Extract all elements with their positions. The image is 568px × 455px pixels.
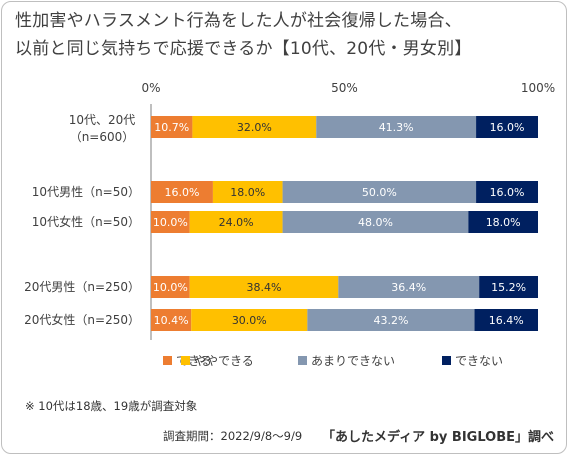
legend-swatch [298, 356, 307, 365]
bar-segment [151, 181, 213, 203]
bar-segment [479, 276, 538, 298]
bar-segment [212, 181, 283, 203]
category-label: 10代、20代 [69, 113, 136, 127]
data-label: 15.2% [491, 281, 526, 294]
bar-segment [151, 309, 192, 331]
x-tick-label: 50% [331, 81, 358, 95]
legend-swatch [181, 356, 190, 365]
legend-label: あまりできない [311, 354, 395, 368]
data-label: 16.0% [490, 186, 525, 199]
category-label: 10代男性（n=50） [32, 185, 140, 199]
bar-segment [307, 309, 475, 331]
bar-segment [476, 181, 538, 203]
chart-title-line-1: 性加害やハラスメント行為をした人が社会復帰した場合、 [15, 11, 462, 31]
data-label: 16.0% [490, 121, 525, 134]
data-label: 16.4% [489, 314, 524, 327]
data-label: 10.4% [154, 314, 189, 327]
data-label: 38.4% [247, 281, 282, 294]
bar-segment [468, 211, 538, 233]
data-label: 41.3% [379, 121, 414, 134]
bar-segment [282, 181, 477, 203]
x-tick-label: 0% [141, 81, 160, 95]
data-label: 24.0% [219, 216, 254, 229]
bar-segment [189, 276, 339, 298]
survey-period: 調査期間：2022/9/8〜9/9 [163, 429, 303, 443]
footnote: ※ 10代は18歳、19歳が調査対象 [25, 399, 198, 413]
bar-segment [316, 116, 477, 138]
bar-segment [151, 276, 190, 298]
data-label: 43.2% [373, 314, 408, 327]
data-label: 50.0% [362, 186, 397, 199]
bar-segment [189, 211, 283, 233]
bar-segment [282, 211, 469, 233]
data-label: 36.4% [391, 281, 426, 294]
bar-segment [338, 276, 480, 298]
data-label: 18.0% [230, 186, 265, 199]
data-label: 18.0% [486, 216, 521, 229]
legend-label: ややできる [194, 354, 254, 368]
data-label: 32.0% [237, 121, 272, 134]
category-label: 10代女性（n=50） [32, 214, 140, 229]
bar-segment [474, 309, 538, 331]
category-label: 20代男性（n=250） [24, 280, 140, 294]
bar-segment [151, 211, 190, 233]
data-label: 30.0% [232, 314, 267, 327]
category-label-sub: （n=600） [70, 130, 135, 144]
legend-label: できない [455, 354, 503, 368]
x-tick-label: 100% [521, 81, 555, 95]
data-label: 10.0% [153, 216, 188, 229]
category-label: 20代女性（n=250） [24, 312, 140, 327]
data-label: 48.0% [358, 216, 393, 229]
bar-segment [192, 116, 317, 138]
legend-swatch [163, 356, 172, 365]
bar-segment [151, 116, 193, 138]
data-label: 10.0% [153, 281, 188, 294]
bar-segment [476, 116, 538, 138]
bar-segment [191, 309, 308, 331]
legend-swatch [442, 356, 451, 365]
source-credit: 「あしたメディア by BIGLOBE」調べ [322, 430, 554, 445]
data-label: 16.0% [164, 186, 199, 199]
data-label: 10.7% [154, 121, 189, 134]
chart-title-line-2: 以前と同じ気持ちで応援できるか【10代、20代・男女別】 [15, 39, 472, 59]
